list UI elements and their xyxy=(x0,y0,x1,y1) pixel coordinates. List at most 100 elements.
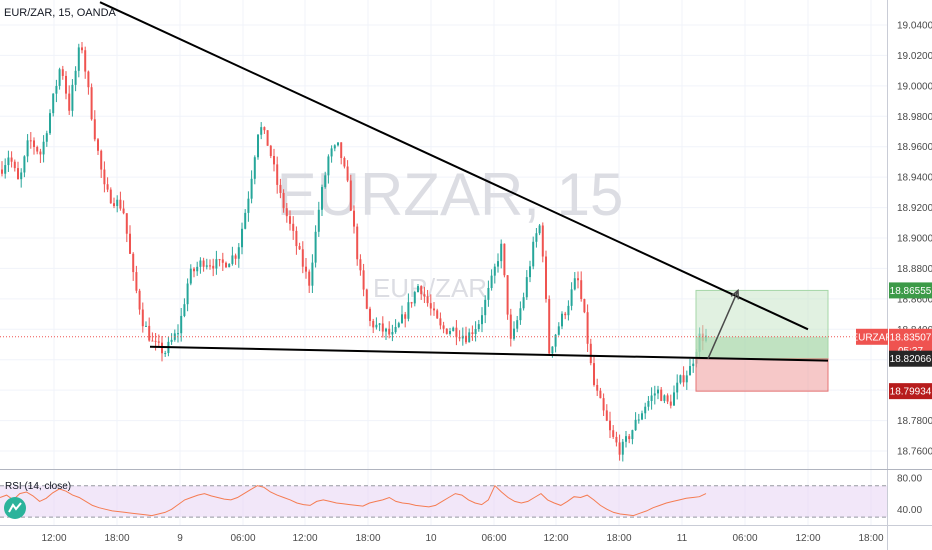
candle-body xyxy=(17,168,19,180)
candle-body xyxy=(74,70,77,85)
time-tick-label: 06:00 xyxy=(481,533,506,544)
candle-body xyxy=(349,180,352,211)
price-tick-label: 18.94000 xyxy=(897,173,932,184)
candle-body xyxy=(397,323,400,327)
candle-body xyxy=(663,395,666,401)
candle-body xyxy=(148,325,151,341)
candle-body xyxy=(225,262,227,268)
candle-body xyxy=(100,150,103,170)
tradingview-logo-icon xyxy=(4,497,26,519)
price-label-bg xyxy=(889,383,932,400)
projection-arrow[interactable] xyxy=(707,290,739,360)
position-loss-zone[interactable] xyxy=(695,358,829,392)
candle-body xyxy=(650,395,653,401)
candle-body xyxy=(471,332,474,335)
price-tick-label: 19.00000 xyxy=(897,81,932,92)
candle-body xyxy=(20,172,23,180)
candle-body xyxy=(129,233,131,254)
candle-body xyxy=(228,263,231,268)
candle-body xyxy=(141,309,144,327)
candle-body xyxy=(106,184,109,190)
candle-body xyxy=(554,334,557,347)
candle-body xyxy=(625,436,627,442)
candle-body xyxy=(55,85,58,94)
candle-body xyxy=(669,401,672,406)
candle-body xyxy=(385,328,387,332)
watermark-pair: EUR/ZAR xyxy=(373,273,487,303)
candle-body xyxy=(257,134,259,158)
candle-body xyxy=(433,308,435,311)
candle-body xyxy=(151,340,154,342)
rsi-pane[interactable]: 80.00 40.00 xyxy=(0,473,922,518)
candle-body xyxy=(276,164,279,185)
candle-body xyxy=(36,147,39,152)
rsi-band xyxy=(0,485,887,518)
drawings-layer[interactable] xyxy=(0,1,887,392)
candle-body xyxy=(641,413,643,420)
candle-body xyxy=(660,389,663,401)
candle-body xyxy=(538,225,541,234)
candle-body xyxy=(676,382,679,393)
price-tick-label: 19.04000 xyxy=(897,21,932,32)
time-tick-label: 06:00 xyxy=(230,533,255,544)
candle-body xyxy=(119,199,122,209)
price-label-entry: 18.82066 xyxy=(889,350,932,367)
price-tick-label: 18.88000 xyxy=(897,264,932,275)
candle-body xyxy=(269,145,272,156)
candle-body xyxy=(375,324,378,328)
candle-body xyxy=(93,119,96,140)
time-tick-label: 18:00 xyxy=(606,533,631,544)
candle-body xyxy=(317,209,320,232)
candle-body xyxy=(436,310,439,319)
rsi-label: RSI (14, close) xyxy=(5,481,71,492)
candle-body xyxy=(263,127,266,131)
candle-body xyxy=(513,328,515,339)
candle-body xyxy=(573,278,576,290)
candle-body xyxy=(685,375,688,383)
candle-body xyxy=(567,305,570,316)
price-tick-label: 18.78000 xyxy=(897,416,932,427)
price-label-bg xyxy=(889,282,932,299)
time-axis[interactable]: 12:00 18:00 9 06:00 12:00 18:00 10 06:00 12:00 18… xyxy=(41,533,883,544)
candle-body xyxy=(417,286,419,293)
price-label-text: 18.82066 xyxy=(890,354,932,365)
candle-body xyxy=(215,259,218,269)
candle-body xyxy=(71,84,74,111)
candle-body xyxy=(29,140,32,142)
candle-body xyxy=(407,302,410,319)
price-label-bg xyxy=(889,350,932,367)
candle-body xyxy=(250,178,253,199)
candle-body xyxy=(301,249,304,267)
candle-body xyxy=(343,158,346,167)
candle-body xyxy=(4,165,7,174)
price-tick-label: 18.76000 xyxy=(897,447,932,458)
candle-body xyxy=(612,430,615,437)
candle-body xyxy=(273,155,275,165)
candle-body xyxy=(628,436,631,440)
price-label-text: 18.79934 xyxy=(890,387,932,398)
candle-body xyxy=(561,313,563,327)
upper-trendline[interactable] xyxy=(99,1,809,331)
candle-body xyxy=(132,253,135,273)
candle-body xyxy=(218,259,221,261)
candle-body xyxy=(26,140,29,157)
candle-body xyxy=(52,93,55,114)
candle-body xyxy=(519,308,522,321)
candle-body xyxy=(394,326,397,333)
candle-body xyxy=(388,328,391,335)
candle-body xyxy=(327,156,330,176)
candle-body xyxy=(429,303,432,309)
time-tick-label: 11 xyxy=(677,533,688,544)
candle-body xyxy=(593,363,595,385)
candle-body xyxy=(305,266,307,272)
candle-body xyxy=(337,142,339,146)
candle-body xyxy=(7,157,10,166)
candle-body xyxy=(500,243,503,262)
candle-body xyxy=(442,325,445,329)
price-label-current: 18.83507 xyxy=(889,328,932,345)
price-label-text: 18.86555 xyxy=(890,286,932,297)
candle-body xyxy=(487,287,490,300)
lower-trendline[interactable] xyxy=(149,345,829,362)
candle-body xyxy=(381,323,384,332)
